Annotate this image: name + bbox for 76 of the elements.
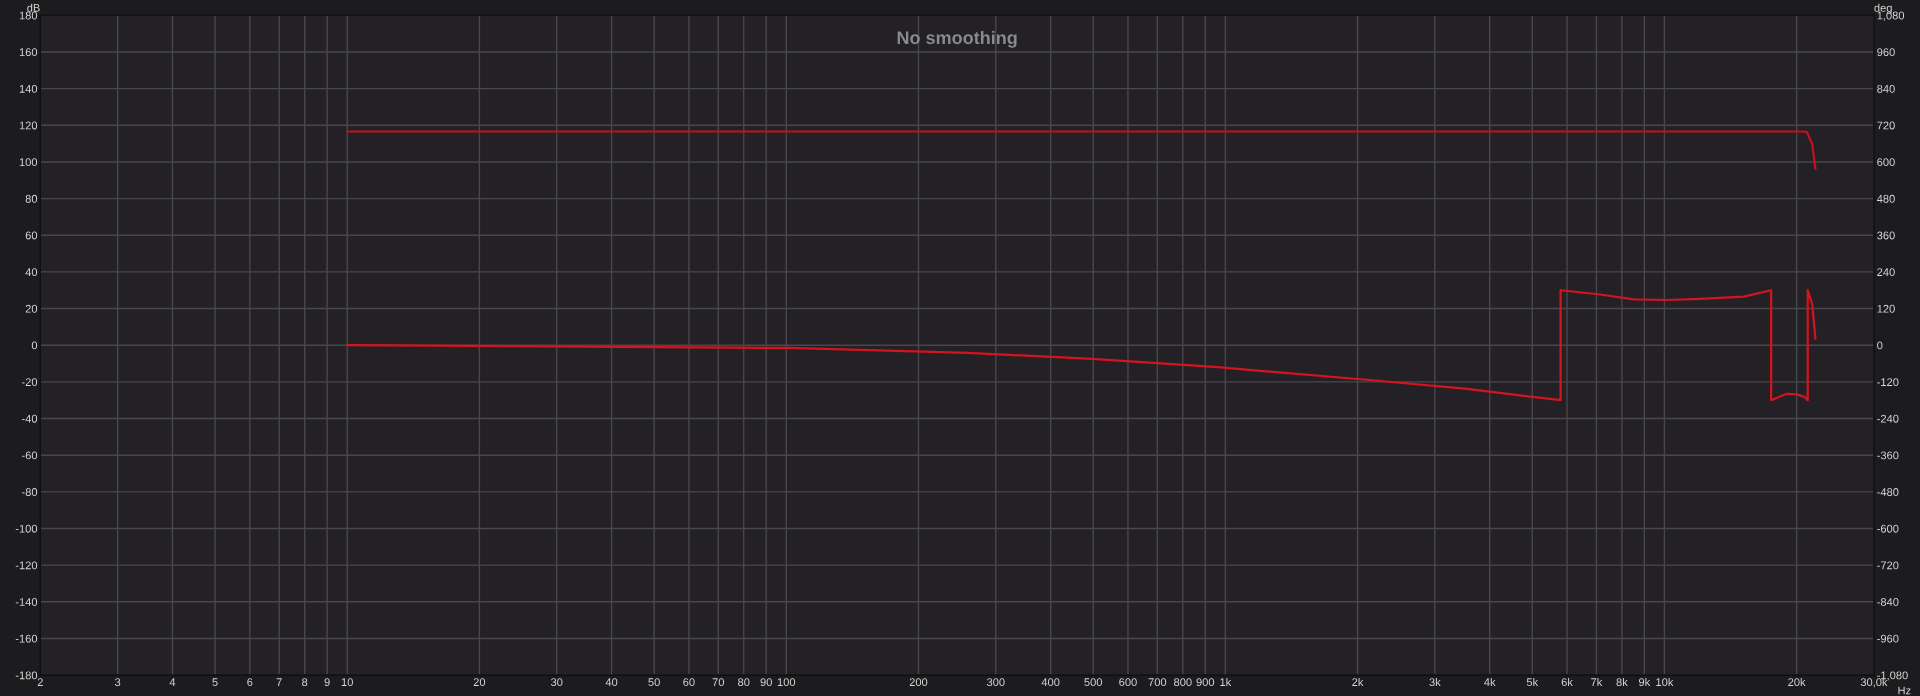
y-tick-label: 120	[19, 121, 38, 130]
x-tick-label: 700	[1148, 678, 1167, 687]
x-tick-label: 500	[1084, 678, 1103, 687]
y-tick-label: -120	[15, 561, 38, 570]
y-axis-title: dB	[27, 3, 40, 12]
x-tick-label: 100	[777, 678, 796, 687]
x-tick-label: 30	[550, 678, 563, 687]
x-tick-label: 10	[341, 678, 353, 687]
y-tick-label: 100	[19, 158, 38, 167]
x-tick-label: 40	[605, 678, 618, 687]
x-tick-label: 60	[683, 678, 695, 687]
y2-tick-label: 360	[1877, 231, 1895, 240]
y-tick-label: 160	[19, 48, 38, 57]
x-tick-label: 20k	[1788, 677, 1806, 687]
x-tick-label: 3k	[1429, 677, 1441, 687]
y-tick-label: 140	[19, 84, 38, 93]
y2-tick-label: 720	[1877, 121, 1895, 130]
y2-tick-label: -240	[1877, 414, 1899, 423]
y-tick-label: 40	[25, 268, 38, 277]
y-tick-label: -40	[21, 414, 38, 423]
y-tick-label: -160	[15, 634, 38, 643]
y-tick-label: -80	[21, 488, 38, 496]
y-tick-label: -20	[21, 378, 38, 387]
x-tick-label: 7	[276, 678, 282, 686]
x-tick-label: 900	[1196, 678, 1215, 687]
y2-tick-label: -120	[1877, 378, 1899, 387]
y2-tick-label: 120	[1877, 304, 1895, 313]
text: No smoothing	[897, 30, 1017, 48]
x-tick-label: 2	[37, 678, 43, 686]
y-tick-label: -140	[15, 598, 38, 606]
x-tick-label: 600	[1119, 678, 1137, 687]
x-tick-label: 8k	[1616, 677, 1628, 687]
x-axis-title: Hz	[1898, 686, 1911, 695]
y-tick-label: 60	[25, 231, 38, 240]
x-tick-label: 4	[169, 678, 176, 686]
y2-tick-label: 240	[1877, 268, 1895, 277]
y2-tick-label: 840	[1877, 84, 1895, 93]
y-tick-label: 0	[31, 341, 38, 350]
x-tick-label: 800	[1174, 678, 1192, 687]
x-tick-label: 90	[760, 678, 772, 687]
y2-tick-label: -960	[1877, 634, 1899, 643]
y2-tick-label: 960	[1877, 48, 1895, 57]
x-tick-label: 9	[324, 678, 330, 687]
x-tick-label: 8	[302, 678, 308, 687]
y-tick-label: -180	[15, 671, 38, 680]
y2-tick-label: 600	[1877, 158, 1895, 167]
x-tick-label: 5k	[1526, 677, 1539, 687]
y-tick-label: 20	[25, 304, 38, 313]
x-tick-label: 6	[247, 678, 253, 687]
y-tick-label: 80	[25, 194, 38, 203]
x-tick-label: 9k	[1638, 677, 1651, 687]
x-tick-label: 3	[114, 678, 121, 687]
x-tick-label: 400	[1041, 678, 1060, 687]
y2-tick-label: -840	[1877, 598, 1899, 606]
x-tick-label: 200	[909, 678, 928, 687]
y-tick-label: -60	[21, 451, 38, 460]
x-tick-label: 50	[648, 678, 660, 687]
x-tick-label: 300	[986, 678, 1005, 687]
x-tick-label: 1k	[1220, 677, 1232, 686]
x-tick-label: 20	[473, 678, 486, 687]
x-tick-label: 2k	[1352, 677, 1364, 686]
y2-tick-label: -480	[1877, 488, 1899, 496]
x-tick-label: 6k	[1561, 677, 1573, 687]
y2-tick-label: -360	[1877, 451, 1899, 460]
x-tick-label: 7k	[1591, 677, 1603, 686]
y-tick-label: -100	[15, 524, 38, 533]
y2-tick-label: 0	[1877, 341, 1883, 350]
x-tick-label: 70	[712, 678, 725, 687]
y2-tick-label: -720	[1877, 561, 1899, 570]
x-tick-label: 4k	[1484, 677, 1496, 686]
y2-tick-label: -600	[1877, 524, 1899, 533]
y2-tick-label: 480	[1876, 194, 1895, 203]
y-tick-label: 180	[19, 11, 38, 20]
x-tick-label: 5	[212, 678, 218, 687]
x-tick-label: 10k	[1656, 677, 1674, 687]
x-tick-label: 80	[738, 678, 750, 687]
